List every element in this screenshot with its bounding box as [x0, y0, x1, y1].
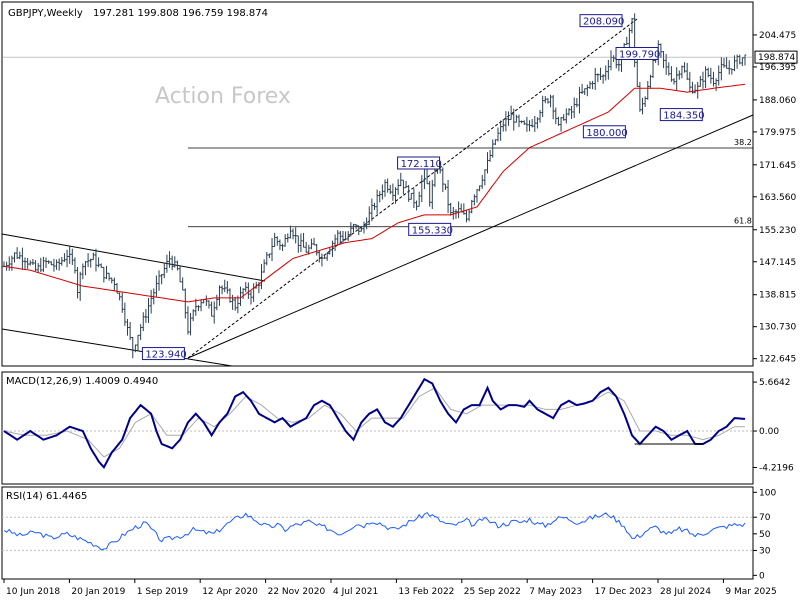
macd-y-axis: 5.6642 0.00 -4.2196 — [753, 378, 794, 473]
chart-header-ohlc: 197.281 199.808 196.759 198.874 — [93, 8, 268, 19]
macd-tick-label: -4.2196 — [759, 463, 794, 473]
price-annotation-box — [615, 46, 659, 60]
rising-trend-line — [187, 114, 754, 359]
x-tick-label: 7 May 2023 — [529, 587, 582, 597]
moving-average-line — [3, 83, 746, 303]
price-annotation-label: 208.090 — [583, 17, 624, 28]
price-tick-label: 196.395 — [759, 63, 796, 73]
price-annotation-box — [659, 108, 703, 122]
x-tick-label: 13 Feb 2022 — [398, 587, 454, 597]
price-annotation-box — [397, 156, 441, 170]
rsi-tick-label: 70 — [759, 513, 771, 523]
fib-level-label: 61.8 — [734, 217, 752, 226]
x-tick-label: 25 Sep 2022 — [464, 587, 521, 597]
price-bars — [2, 13, 747, 359]
rsi-tick-label: 50 — [759, 530, 771, 540]
macd-title: MACD(12,26,9) 1.4009 0.4940 — [6, 376, 158, 387]
x-tick-label: 22 Nov 2020 — [268, 587, 326, 597]
macd-pane-frame — [1, 371, 754, 485]
trend-channel-lines — [1, 18, 754, 367]
last-price-tag: 198.874 — [754, 50, 798, 64]
price-tick-label: 188.060 — [759, 96, 796, 106]
price-tick-label: 147.145 — [759, 258, 796, 268]
dashed-channel-line — [187, 18, 638, 359]
x-axis: 10 Jun 2018 20 Jan 2019 1 Sep 2019 12 Apr 2… — [3, 579, 777, 597]
macd-tick-label: 5.6642 — [759, 378, 791, 388]
rsi-tick-label: 0 — [759, 571, 765, 581]
fib-level-label: 38.2 — [734, 138, 752, 147]
price-annotation-box — [579, 14, 623, 28]
price-annotation-box — [141, 347, 185, 361]
price-annotation-label: 172.110 — [401, 159, 442, 170]
rsi-tick-label: 100 — [759, 488, 776, 498]
macd-tick-label: 0.00 — [759, 427, 779, 437]
watermark: Action Forex — [155, 84, 291, 109]
lower-descending-channel-line — [1, 328, 233, 367]
chart-header-title: GBPJPY,Weekly — [8, 8, 83, 19]
price-y-axis: 204.475 196.395 188.060 179.975 171.645 163.5… — [753, 31, 796, 365]
macd-line — [3, 377, 746, 470]
price-annotation-label: 184.350 — [663, 111, 704, 122]
x-tick-label: 12 Apr 2020 — [202, 587, 258, 597]
x-tick-label: 10 Jun 2018 — [6, 587, 60, 597]
price-annotation-box — [408, 222, 452, 236]
x-tick-label: 9 Mar 2025 — [725, 587, 776, 597]
rsi-y-axis: 100 70 50 30 0 — [2, 488, 776, 581]
price-tick-label: 163.560 — [759, 193, 796, 203]
price-annotation-label: 199.790 — [619, 49, 660, 60]
macd-signal-line — [3, 387, 745, 458]
price-tick-label: 130.730 — [759, 323, 796, 333]
price-annotations: 208.090 199.790 184.350 180.000 172.110 155.3… — [141, 14, 705, 361]
price-annotation-label: 155.330 — [412, 225, 453, 236]
upper-descending-channel-line — [1, 233, 266, 282]
price-annotation-label: 123.940 — [145, 350, 186, 361]
last-price-label: 198.874 — [758, 53, 795, 63]
x-tick-label: 20 Jan 2019 — [71, 587, 125, 597]
x-tick-label: 1 Sep 2019 — [137, 587, 189, 597]
price-pane-frame — [1, 1, 754, 367]
rsi-title: RSI(14) 61.4465 — [6, 491, 87, 502]
price-tick-label: 204.475 — [759, 31, 796, 41]
rsi-tick-label: 30 — [759, 546, 771, 556]
x-tick-label: 4 Jul 2021 — [333, 587, 378, 597]
price-tick-label: 155.230 — [759, 226, 796, 236]
price-tick-label: 171.645 — [759, 161, 796, 171]
price-tick-label: 179.975 — [759, 128, 796, 138]
rsi-pane-frame — [1, 486, 754, 580]
x-tick-label: 17 Dec 2023 — [595, 587, 653, 597]
fibonacci-levels: 38.2 61.8 — [188, 138, 753, 228]
price-annotation-label: 180.000 — [586, 128, 627, 139]
price-tick-label: 122.645 — [759, 355, 796, 365]
price-tick-label: 138.815 — [759, 291, 796, 301]
rsi-line — [3, 511, 746, 551]
last-price-box — [754, 50, 798, 64]
x-tick-label: 28 Jul 2024 — [660, 587, 711, 597]
price-annotation-box — [582, 125, 626, 139]
